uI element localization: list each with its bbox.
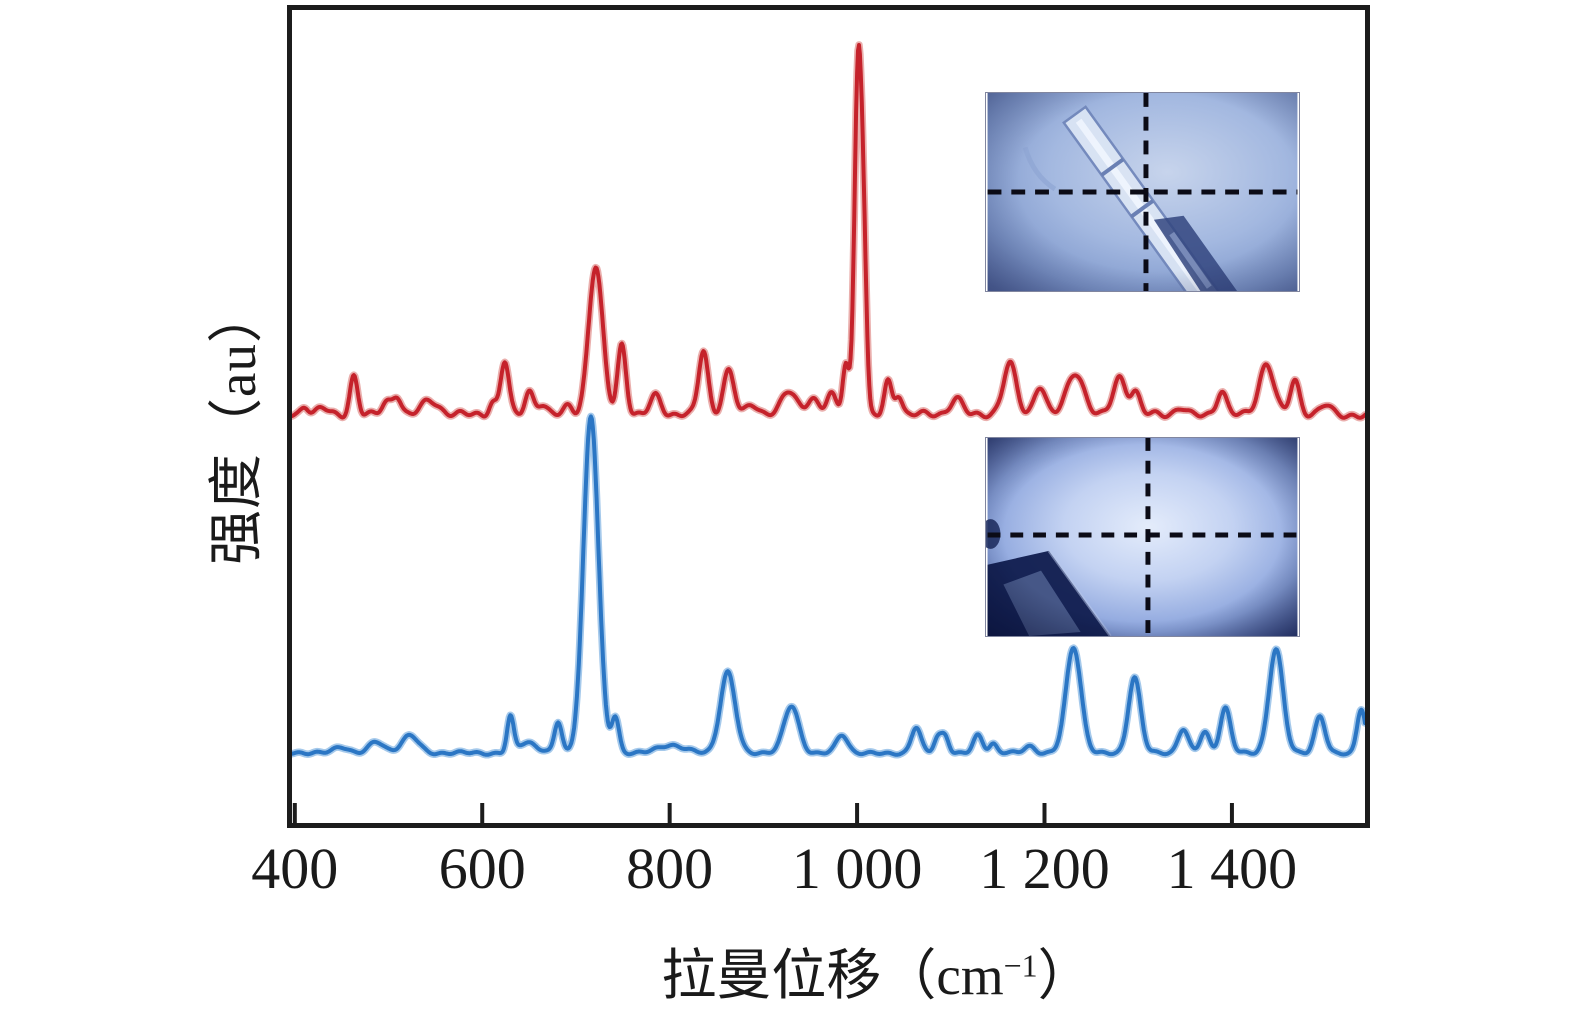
- inset-micrograph-bottom: [985, 437, 1300, 637]
- red-spectrum-top-curve: [292, 43, 1365, 420]
- inset-micrograph-bottom-image: [986, 438, 1298, 636]
- blue-spectrum-bottom-curve: [292, 414, 1365, 757]
- x-tick-label: 1 400: [1166, 836, 1298, 901]
- spectra-plot: [292, 41, 1365, 823]
- y-axis-title: 强度（au）: [206, 287, 267, 565]
- x-tick-label: 1 000: [791, 836, 923, 901]
- x-axis-title-text: 拉曼位移: [661, 945, 882, 1006]
- x-tick-label: 1 200: [979, 836, 1110, 901]
- x-tick-label: 600: [438, 836, 526, 901]
- x-axis-title: 拉曼位移（cm−1）: [661, 930, 1092, 1010]
- x-axis-title-close: ）: [1037, 945, 1093, 1006]
- inset-micrograph-top-image: [987, 93, 1298, 291]
- x-tick-label: 800: [626, 836, 714, 901]
- x-tick-label: 400: [251, 836, 339, 901]
- inset-micrograph-top: [985, 92, 1300, 292]
- x-axis-title-superscript: −1: [1003, 948, 1038, 984]
- x-axis-title-unit-open: （cm: [881, 945, 1004, 1006]
